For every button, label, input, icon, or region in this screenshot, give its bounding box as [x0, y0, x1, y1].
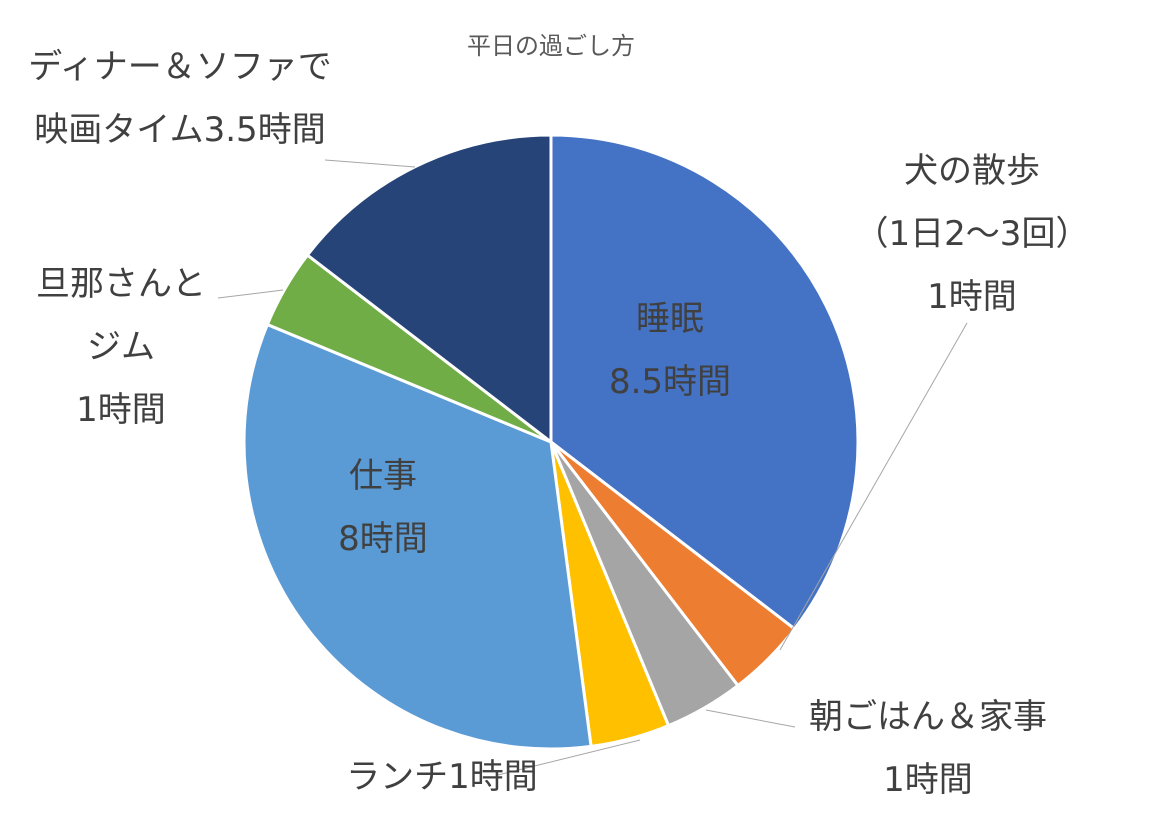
leader-line-6 — [324, 159, 416, 168]
leader-line-5 — [217, 289, 284, 299]
data-label-3: ランチ1時間 — [346, 757, 538, 797]
leader-line-2 — [705, 709, 796, 728]
pie-slice-6 — [305, 133, 553, 446]
data-label-2: 朝ごはん＆家事 1時間 — [809, 697, 1047, 800]
data-label-0-line-0: 睡眠 — [636, 299, 704, 339]
data-label-5-line-1: ジム — [87, 327, 155, 367]
chart-title: 平日の過ごし方 — [467, 32, 635, 60]
data-label-6-line-0: ディナー＆ソファで — [28, 47, 332, 87]
data-label-5-line-0: 旦那さんと — [36, 264, 206, 304]
data-label-4-line-1: 8時間 — [338, 519, 428, 559]
data-label-2-line-0: 朝ごはん＆家事 — [809, 697, 1047, 737]
leader-line-1 — [779, 322, 968, 651]
data-label-5-line-2: 1時間 — [76, 390, 166, 430]
data-label-6-line-1: 映画タイム3.5時間 — [34, 110, 325, 150]
data-label-1-line-2: 1時間 — [927, 277, 1017, 317]
leader-lines — [217, 159, 968, 776]
data-label-0: 睡眠 8.5時間 — [609, 299, 731, 402]
data-label-1: 犬の散歩 （1日2〜3回） 1時間 — [855, 151, 1090, 317]
data-label-2-line-1: 1時間 — [883, 760, 973, 800]
slices-layer — [242, 133, 860, 751]
data-label-4-line-0: 仕事 — [349, 456, 417, 496]
data-label-0-line-1: 8.5時間 — [609, 362, 731, 402]
data-label-3-line-0: ランチ1時間 — [346, 757, 538, 797]
leader-line-3 — [497, 739, 641, 776]
data-labels: 睡眠8.5時間犬の散歩（1日2〜3回）1時間朝ごはん＆家事1時間ランチ1時間仕事… — [28, 47, 1089, 800]
data-label-4: 仕事 8時間 — [338, 456, 428, 559]
data-label-1-line-1: （1日2〜3回） — [855, 214, 1090, 254]
pie-slice-4 — [242, 322, 593, 751]
data-label-1-line-0: 犬の散歩 — [904, 151, 1040, 191]
